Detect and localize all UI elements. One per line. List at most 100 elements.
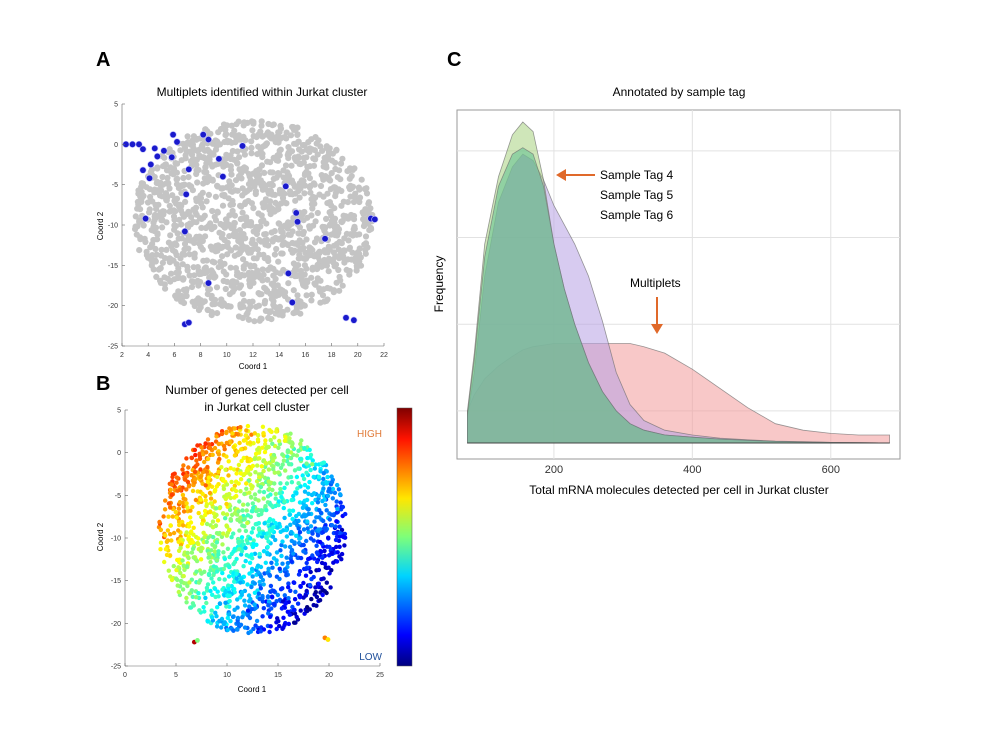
panel-b-cell-point xyxy=(261,549,267,554)
panel-b-cell-point xyxy=(211,534,216,540)
panel-a-cell-point xyxy=(158,246,165,253)
panel-a-cell-point xyxy=(344,199,351,206)
panel-a-cell-point xyxy=(321,298,328,305)
panel-b-cell-point xyxy=(244,428,249,433)
panel-a-cell-point xyxy=(229,207,236,215)
panel-b-cell-point xyxy=(304,608,310,614)
panel-b-cell-point xyxy=(221,443,227,449)
panel-b-cell-point xyxy=(231,561,236,567)
panel-b-cell-point xyxy=(227,554,232,560)
panel-a-cell-point xyxy=(191,272,198,279)
panel-a-multiplet-point xyxy=(239,142,247,150)
panel-a-cell-point xyxy=(270,121,277,128)
panel-b-cell-point xyxy=(215,605,220,610)
panel-a-cell-point xyxy=(313,251,320,258)
panel-a-cell-point xyxy=(240,265,247,272)
panel-b-cell-point xyxy=(230,431,235,436)
panel-a-cell-point xyxy=(159,259,166,266)
panel-b-cell-point xyxy=(325,474,330,480)
panel-b-cell-point xyxy=(176,589,181,595)
panel-b-cell-point xyxy=(302,446,307,451)
panel-a-cell-point xyxy=(222,285,229,293)
panel-b-cell-point xyxy=(202,609,207,614)
panel-b-cell-point xyxy=(292,580,297,585)
panel-b-cell-point xyxy=(319,490,325,496)
panel-a-cell-point xyxy=(317,182,325,190)
panel-b-cell-point xyxy=(196,536,201,541)
panel-b-cell-point xyxy=(238,477,244,482)
panel-b-cell-point xyxy=(250,574,255,579)
panel-b-cell-point xyxy=(285,454,290,459)
panel-b-cell-point xyxy=(332,490,338,495)
panel-a-cell-point xyxy=(140,192,147,199)
panel-b-cell-point xyxy=(255,447,260,452)
panel-a-cell-point xyxy=(152,224,160,231)
panel-b-cell-point xyxy=(210,452,215,457)
panel-a-cell-point xyxy=(205,173,212,181)
panel-b-cell-point xyxy=(300,473,305,478)
panel-b-cell-point xyxy=(193,595,199,600)
panel-b-cell-point xyxy=(335,506,340,512)
panel-a-cell-point xyxy=(170,213,178,220)
panel-a-cell-point xyxy=(240,303,247,310)
panel-b-cell-point xyxy=(236,509,241,514)
panel-b-cell-point xyxy=(298,555,304,561)
panel-a-cell-point xyxy=(362,246,369,253)
panel-b-cell-point xyxy=(235,449,240,454)
panel-b-cell-point xyxy=(243,558,248,564)
panel-a-cell-point xyxy=(161,274,168,281)
panel-a-cell-point xyxy=(181,251,188,258)
panel-b-cell-point xyxy=(249,530,254,535)
panel-a-multiplet-point xyxy=(169,131,177,139)
panel-a-cell-point xyxy=(236,154,243,161)
panel-a-multiplet-point xyxy=(294,218,302,226)
panel-a-cell-point xyxy=(291,183,298,190)
panel-b-cell-point xyxy=(302,489,308,494)
panel-a-cell-point xyxy=(288,162,295,169)
panel-b-cell-point xyxy=(232,467,237,472)
panel-b-cell-point xyxy=(274,558,279,563)
panel-b-cell-point xyxy=(234,571,239,576)
panel-a-y-tick-label: -5 xyxy=(112,182,118,189)
panel-a-cell-point xyxy=(159,173,166,181)
panel-a-cell-point xyxy=(214,209,221,216)
panel-a-multiplet-point xyxy=(321,235,329,243)
panel-a-cell-point xyxy=(178,157,185,164)
panel-b-cell-point xyxy=(224,440,229,446)
panel-a-cell-point xyxy=(335,229,342,236)
panel-a-cell-point xyxy=(161,154,168,161)
panel-b-colorbar xyxy=(396,407,413,667)
panel-a-cell-point xyxy=(261,231,268,238)
panel-a-cell-point xyxy=(226,212,233,219)
panel-b-cell-point xyxy=(282,485,287,491)
panel-b-cell-point xyxy=(311,602,316,608)
panel-c-xlabel: Total mRNA molecules detected per cell i… xyxy=(529,483,828,497)
panel-b-cell-point xyxy=(181,573,186,579)
panel-b-cell-point xyxy=(171,530,177,536)
panel-b-cell-point xyxy=(175,583,180,588)
panel-a-cell-point xyxy=(258,212,265,219)
panel-a-cell-point xyxy=(240,122,247,129)
panel-c-x-tick-label: 400 xyxy=(683,464,701,476)
panel-b-cell-point xyxy=(276,470,281,475)
panel-a-cell-point xyxy=(252,271,259,278)
panel-a-cell-point xyxy=(351,223,358,230)
panel-b-cell-point xyxy=(313,585,318,590)
panel-b-x-tick-label: 0 xyxy=(123,672,127,679)
panel-b-cell-point xyxy=(273,491,278,497)
panel-a-cell-point xyxy=(143,248,150,255)
panel-b-cell-point xyxy=(224,512,230,517)
panel-a-cell-point xyxy=(163,197,170,204)
panel-a-cell-point xyxy=(326,246,333,253)
panel-b-cell-point xyxy=(158,547,163,552)
panel-b-cell-point xyxy=(251,538,256,543)
panel-b-cell-point xyxy=(276,499,281,504)
panel-a-x-tick-label: 22 xyxy=(380,352,388,359)
panel-b-cell-point xyxy=(296,572,302,577)
panel-b-cell-point xyxy=(274,561,279,567)
panel-b-low-label: LOW xyxy=(359,652,382,663)
panel-b-cell-point xyxy=(215,474,220,479)
panel-a-cell-point xyxy=(234,269,241,276)
panel-a-cell-point xyxy=(150,236,157,244)
panel-a-cell-point xyxy=(143,184,150,191)
